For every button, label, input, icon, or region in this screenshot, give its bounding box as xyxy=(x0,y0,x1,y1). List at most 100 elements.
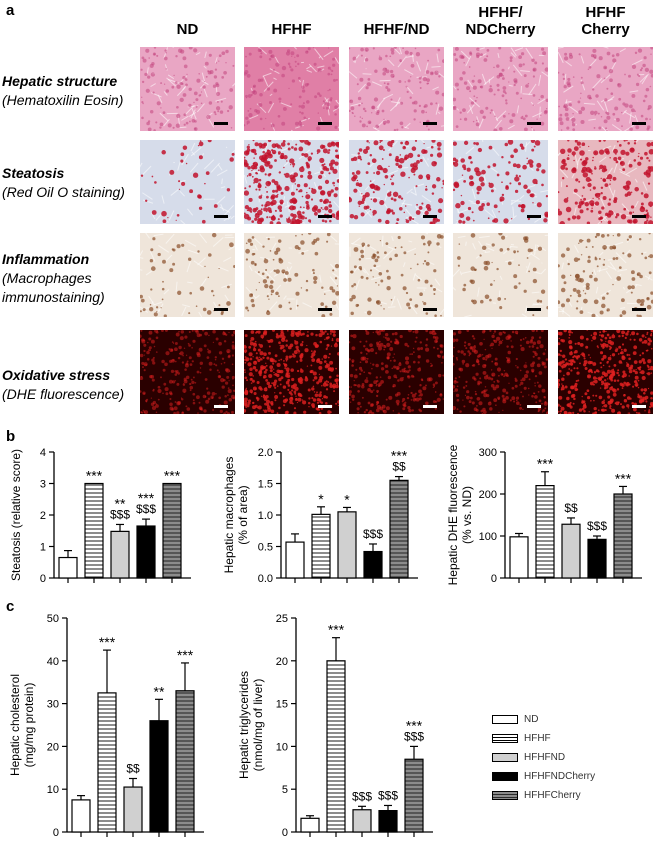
column-header: HFHF Cherry xyxy=(581,4,630,38)
row-label-structure: Hepatic structure (Hematoxilin Eosin) xyxy=(2,72,138,110)
row-title: Steatosis xyxy=(2,165,65,181)
micrograph-oro xyxy=(140,140,235,224)
significance-label: * xyxy=(344,491,350,507)
bar xyxy=(404,758,424,833)
row-subtitle: (DHE fluorescence) xyxy=(2,386,125,402)
scale-bar xyxy=(423,308,437,311)
y-tick-label: 1.5 xyxy=(258,479,273,491)
y-tick-label: 2.0 xyxy=(258,447,273,459)
micrograph-oro xyxy=(453,140,548,224)
bar xyxy=(389,479,409,579)
bar xyxy=(110,530,130,579)
y-tick-label: 1 xyxy=(40,542,46,554)
micrograph-ihc xyxy=(140,233,235,317)
y-tick-label: 25 xyxy=(276,613,288,625)
legend-item-nd: ND xyxy=(492,714,538,725)
y-tick-label: 30 xyxy=(47,699,59,711)
y-axis-label: Steatosis (relative score) xyxy=(9,449,23,581)
y-tick-label: 10 xyxy=(276,741,288,753)
legend-swatch xyxy=(492,771,518,781)
legend-label: HFHFNDCherry xyxy=(524,771,596,782)
bar xyxy=(162,482,182,579)
scale-bar xyxy=(318,215,332,218)
scale-bar xyxy=(214,122,228,125)
y-axis-label: (% vs. ND) xyxy=(460,486,474,544)
bar xyxy=(58,556,78,579)
row-title: Hepatic structure xyxy=(2,73,118,89)
micrograph-ihc xyxy=(244,233,339,317)
y-tick-label: 10 xyxy=(47,784,59,796)
bar xyxy=(311,513,331,579)
bar xyxy=(535,485,555,579)
scale-bar xyxy=(632,215,646,218)
bar xyxy=(136,525,156,579)
scale-bar xyxy=(318,122,332,125)
row-subtitle: (Red Oil O staining) xyxy=(2,184,125,200)
bar xyxy=(363,550,383,579)
legend-swatch xyxy=(492,733,518,743)
scale-bar xyxy=(527,405,541,408)
y-tick-label: 15 xyxy=(276,699,288,711)
y-tick-label: 100 xyxy=(479,531,497,543)
bar xyxy=(378,809,398,833)
micrograph-oro xyxy=(244,140,339,224)
bar xyxy=(97,692,117,833)
y-tick-label: 4 xyxy=(40,447,46,459)
legend-label: ND xyxy=(524,714,539,725)
micrograph-he xyxy=(244,47,339,131)
significance-label: $$$ xyxy=(404,729,424,743)
column-header: HFHF/ND xyxy=(363,21,430,38)
micrograph-he xyxy=(453,47,548,131)
y-tick-label: 5 xyxy=(282,784,288,796)
legend-label: HFHFCherry xyxy=(524,790,581,801)
significance-label: *** xyxy=(99,634,116,650)
bar xyxy=(149,720,169,833)
micrograph-dhe xyxy=(558,330,653,414)
bar xyxy=(509,536,529,579)
y-tick-label: 200 xyxy=(479,489,497,501)
micrograph-he xyxy=(349,47,444,131)
significance-label: *** xyxy=(138,490,155,506)
significance-label: ** xyxy=(115,495,126,511)
legend-label: HFHF xyxy=(524,733,551,744)
y-tick-label: 2 xyxy=(40,510,46,522)
significance-label: *** xyxy=(86,468,103,484)
row-label-inflammation: Inflammation (Macrophages immunostaining… xyxy=(2,250,138,307)
bar xyxy=(175,690,195,833)
column-header: HFHF/ NDCherry xyxy=(465,4,536,38)
significance-label: $$ xyxy=(564,501,578,515)
scale-bar xyxy=(632,308,646,311)
micrograph-dhe xyxy=(349,330,444,414)
legend-swatch xyxy=(492,752,518,762)
column-header: HFHF xyxy=(271,21,312,38)
micrograph-dhe xyxy=(453,330,548,414)
row-subtitle: (Macrophages immunostaining) xyxy=(2,270,105,305)
legend-item-hfhfcherry: HFHFCherry xyxy=(492,790,581,801)
significance-label: $$$ xyxy=(378,788,398,802)
micrograph-ihc xyxy=(349,233,444,317)
bar xyxy=(561,523,581,579)
significance-label: $$$ xyxy=(136,502,156,516)
significance-label: *** xyxy=(615,470,632,486)
y-tick-label: 0 xyxy=(282,827,288,839)
panel-b-letter: b xyxy=(6,428,16,445)
y-axis-label: Hepatic triglycerides xyxy=(237,671,251,779)
significance-label: * xyxy=(318,491,324,507)
y-axis-label: (mg/mg protein) xyxy=(22,683,36,768)
y-axis-label: (% of area) xyxy=(236,485,250,544)
scale-bar xyxy=(423,215,437,218)
bar xyxy=(326,660,346,833)
scale-bar xyxy=(527,308,541,311)
y-tick-label: 300 xyxy=(479,447,497,459)
row-label-steatosis: Steatosis (Red Oil O staining) xyxy=(2,164,138,202)
row-title: Inflammation xyxy=(2,251,90,267)
bar xyxy=(300,817,320,833)
y-tick-label: 0.0 xyxy=(258,573,273,585)
y-tick-label: 0 xyxy=(53,827,59,839)
row-title: Oxidative stress xyxy=(2,367,111,383)
legend-label: HFHFND xyxy=(524,752,566,763)
micrograph-dhe xyxy=(140,330,235,414)
micrograph-oro xyxy=(349,140,444,224)
column-header: ND xyxy=(176,21,199,38)
